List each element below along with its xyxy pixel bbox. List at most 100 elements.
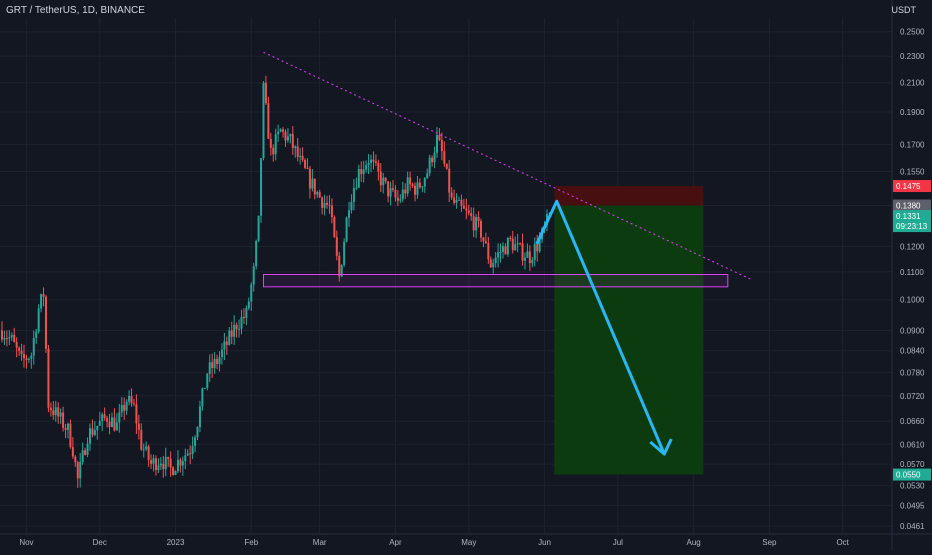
candle-body[interactable] xyxy=(333,217,336,238)
candle-body[interactable] xyxy=(13,334,16,343)
candle-body[interactable] xyxy=(42,294,45,297)
candle-body[interactable] xyxy=(147,446,150,461)
candle-body[interactable] xyxy=(433,152,436,163)
candle-body[interactable] xyxy=(267,103,270,139)
candle-body[interactable] xyxy=(453,197,456,203)
candle-body[interactable] xyxy=(186,453,189,456)
candle-body[interactable] xyxy=(135,404,138,424)
candle-body[interactable] xyxy=(335,237,338,256)
candle-body[interactable] xyxy=(79,461,82,479)
candle-body[interactable] xyxy=(103,414,106,418)
candle-body[interactable] xyxy=(164,456,167,470)
candle-body[interactable] xyxy=(81,450,84,462)
symbol-title[interactable]: GRT / TetherUS, 1D, BINANCE xyxy=(6,5,145,16)
candle-body[interactable] xyxy=(142,449,145,451)
candle-body[interactable] xyxy=(274,134,277,155)
candle-body[interactable] xyxy=(404,189,407,194)
candle-body[interactable] xyxy=(64,427,67,430)
candle-body[interactable] xyxy=(492,263,495,268)
candle-body[interactable] xyxy=(86,443,89,455)
candle-body[interactable] xyxy=(428,157,431,174)
candle-body[interactable] xyxy=(384,177,387,182)
candle-body[interactable] xyxy=(137,423,140,430)
candle-body[interactable] xyxy=(479,221,482,238)
candle-body[interactable] xyxy=(218,357,221,365)
candle-body[interactable] xyxy=(57,407,60,417)
candle-body[interactable] xyxy=(15,342,18,348)
candle-body[interactable] xyxy=(27,358,30,361)
candle-body[interactable] xyxy=(519,243,522,245)
candle-body[interactable] xyxy=(233,324,236,337)
candle-body[interactable] xyxy=(245,308,248,319)
candle-body[interactable] xyxy=(450,192,453,198)
candle-body[interactable] xyxy=(431,157,434,163)
candle-body[interactable] xyxy=(501,246,504,252)
candle-body[interactable] xyxy=(497,252,500,258)
candle-body[interactable] xyxy=(326,202,329,205)
candle-body[interactable] xyxy=(223,341,226,350)
candle-body[interactable] xyxy=(211,362,214,368)
candle-body[interactable] xyxy=(367,162,370,166)
candle-body[interactable] xyxy=(120,404,123,413)
candle-body[interactable] xyxy=(345,217,348,242)
candle-body[interactable] xyxy=(208,362,211,374)
candle-body[interactable] xyxy=(240,317,243,329)
candle-body[interactable] xyxy=(181,461,184,466)
candle-body[interactable] xyxy=(49,407,52,411)
candle-body[interactable] xyxy=(198,406,201,428)
candle-body[interactable] xyxy=(54,407,57,416)
candle-body[interactable] xyxy=(370,159,373,163)
candle-body[interactable] xyxy=(277,131,280,135)
current-price-tag[interactable]: 0.1331 xyxy=(896,212,921,221)
candle-body[interactable] xyxy=(465,208,468,211)
candle-body[interactable] xyxy=(457,199,460,201)
candle-body[interactable] xyxy=(25,358,28,361)
candle-body[interactable] xyxy=(304,159,307,168)
candle-body[interactable] xyxy=(499,251,502,253)
candle-body[interactable] xyxy=(132,403,135,405)
candle-body[interactable] xyxy=(101,414,104,422)
candle-body[interactable] xyxy=(179,459,182,466)
candle-body[interactable] xyxy=(523,257,526,261)
candle-body[interactable] xyxy=(416,182,419,195)
candle-body[interactable] xyxy=(98,421,101,426)
candle-body[interactable] xyxy=(140,429,143,450)
candle-body[interactable] xyxy=(47,348,50,408)
support-zone-box[interactable] xyxy=(262,273,729,288)
candle-body[interactable] xyxy=(313,178,316,195)
candle-body[interactable] xyxy=(230,330,233,337)
candle-body[interactable] xyxy=(108,421,111,428)
projection-arrow[interactable] xyxy=(535,199,666,455)
candle-body[interactable] xyxy=(69,423,72,448)
candle-body[interactable] xyxy=(360,169,363,175)
candle-body[interactable] xyxy=(475,217,478,231)
candle-body[interactable] xyxy=(32,337,35,356)
candle-body[interactable] xyxy=(414,185,417,195)
candle-body[interactable] xyxy=(76,462,79,479)
candle-body[interactable] xyxy=(282,129,285,132)
candle-body[interactable] xyxy=(110,417,113,428)
stop-loss-zone[interactable] xyxy=(554,186,704,206)
candle-body[interactable] xyxy=(482,237,485,242)
candle-body[interactable] xyxy=(445,163,448,169)
candle-body[interactable] xyxy=(260,158,263,216)
candle-body[interactable] xyxy=(206,373,209,388)
candle-body[interactable] xyxy=(421,186,424,188)
candle-body[interactable] xyxy=(409,177,412,185)
candle-body[interactable] xyxy=(470,213,473,217)
candle-body[interactable] xyxy=(357,169,360,188)
candle-body[interactable] xyxy=(235,324,238,330)
candle-body[interactable] xyxy=(20,350,23,354)
candle-body[interactable] xyxy=(216,358,219,365)
candle-body[interactable] xyxy=(374,161,377,164)
candle-body[interactable] xyxy=(467,210,470,214)
candle-body[interactable] xyxy=(308,168,311,189)
candle-body[interactable] xyxy=(96,425,99,431)
candle-body[interactable] xyxy=(203,387,206,389)
candle-body[interactable] xyxy=(262,82,265,159)
candle-body[interactable] xyxy=(462,205,465,209)
candle-body[interactable] xyxy=(228,330,231,345)
candle-body[interactable] xyxy=(511,238,514,251)
candle-body[interactable] xyxy=(533,244,536,260)
candle-body[interactable] xyxy=(438,134,441,140)
